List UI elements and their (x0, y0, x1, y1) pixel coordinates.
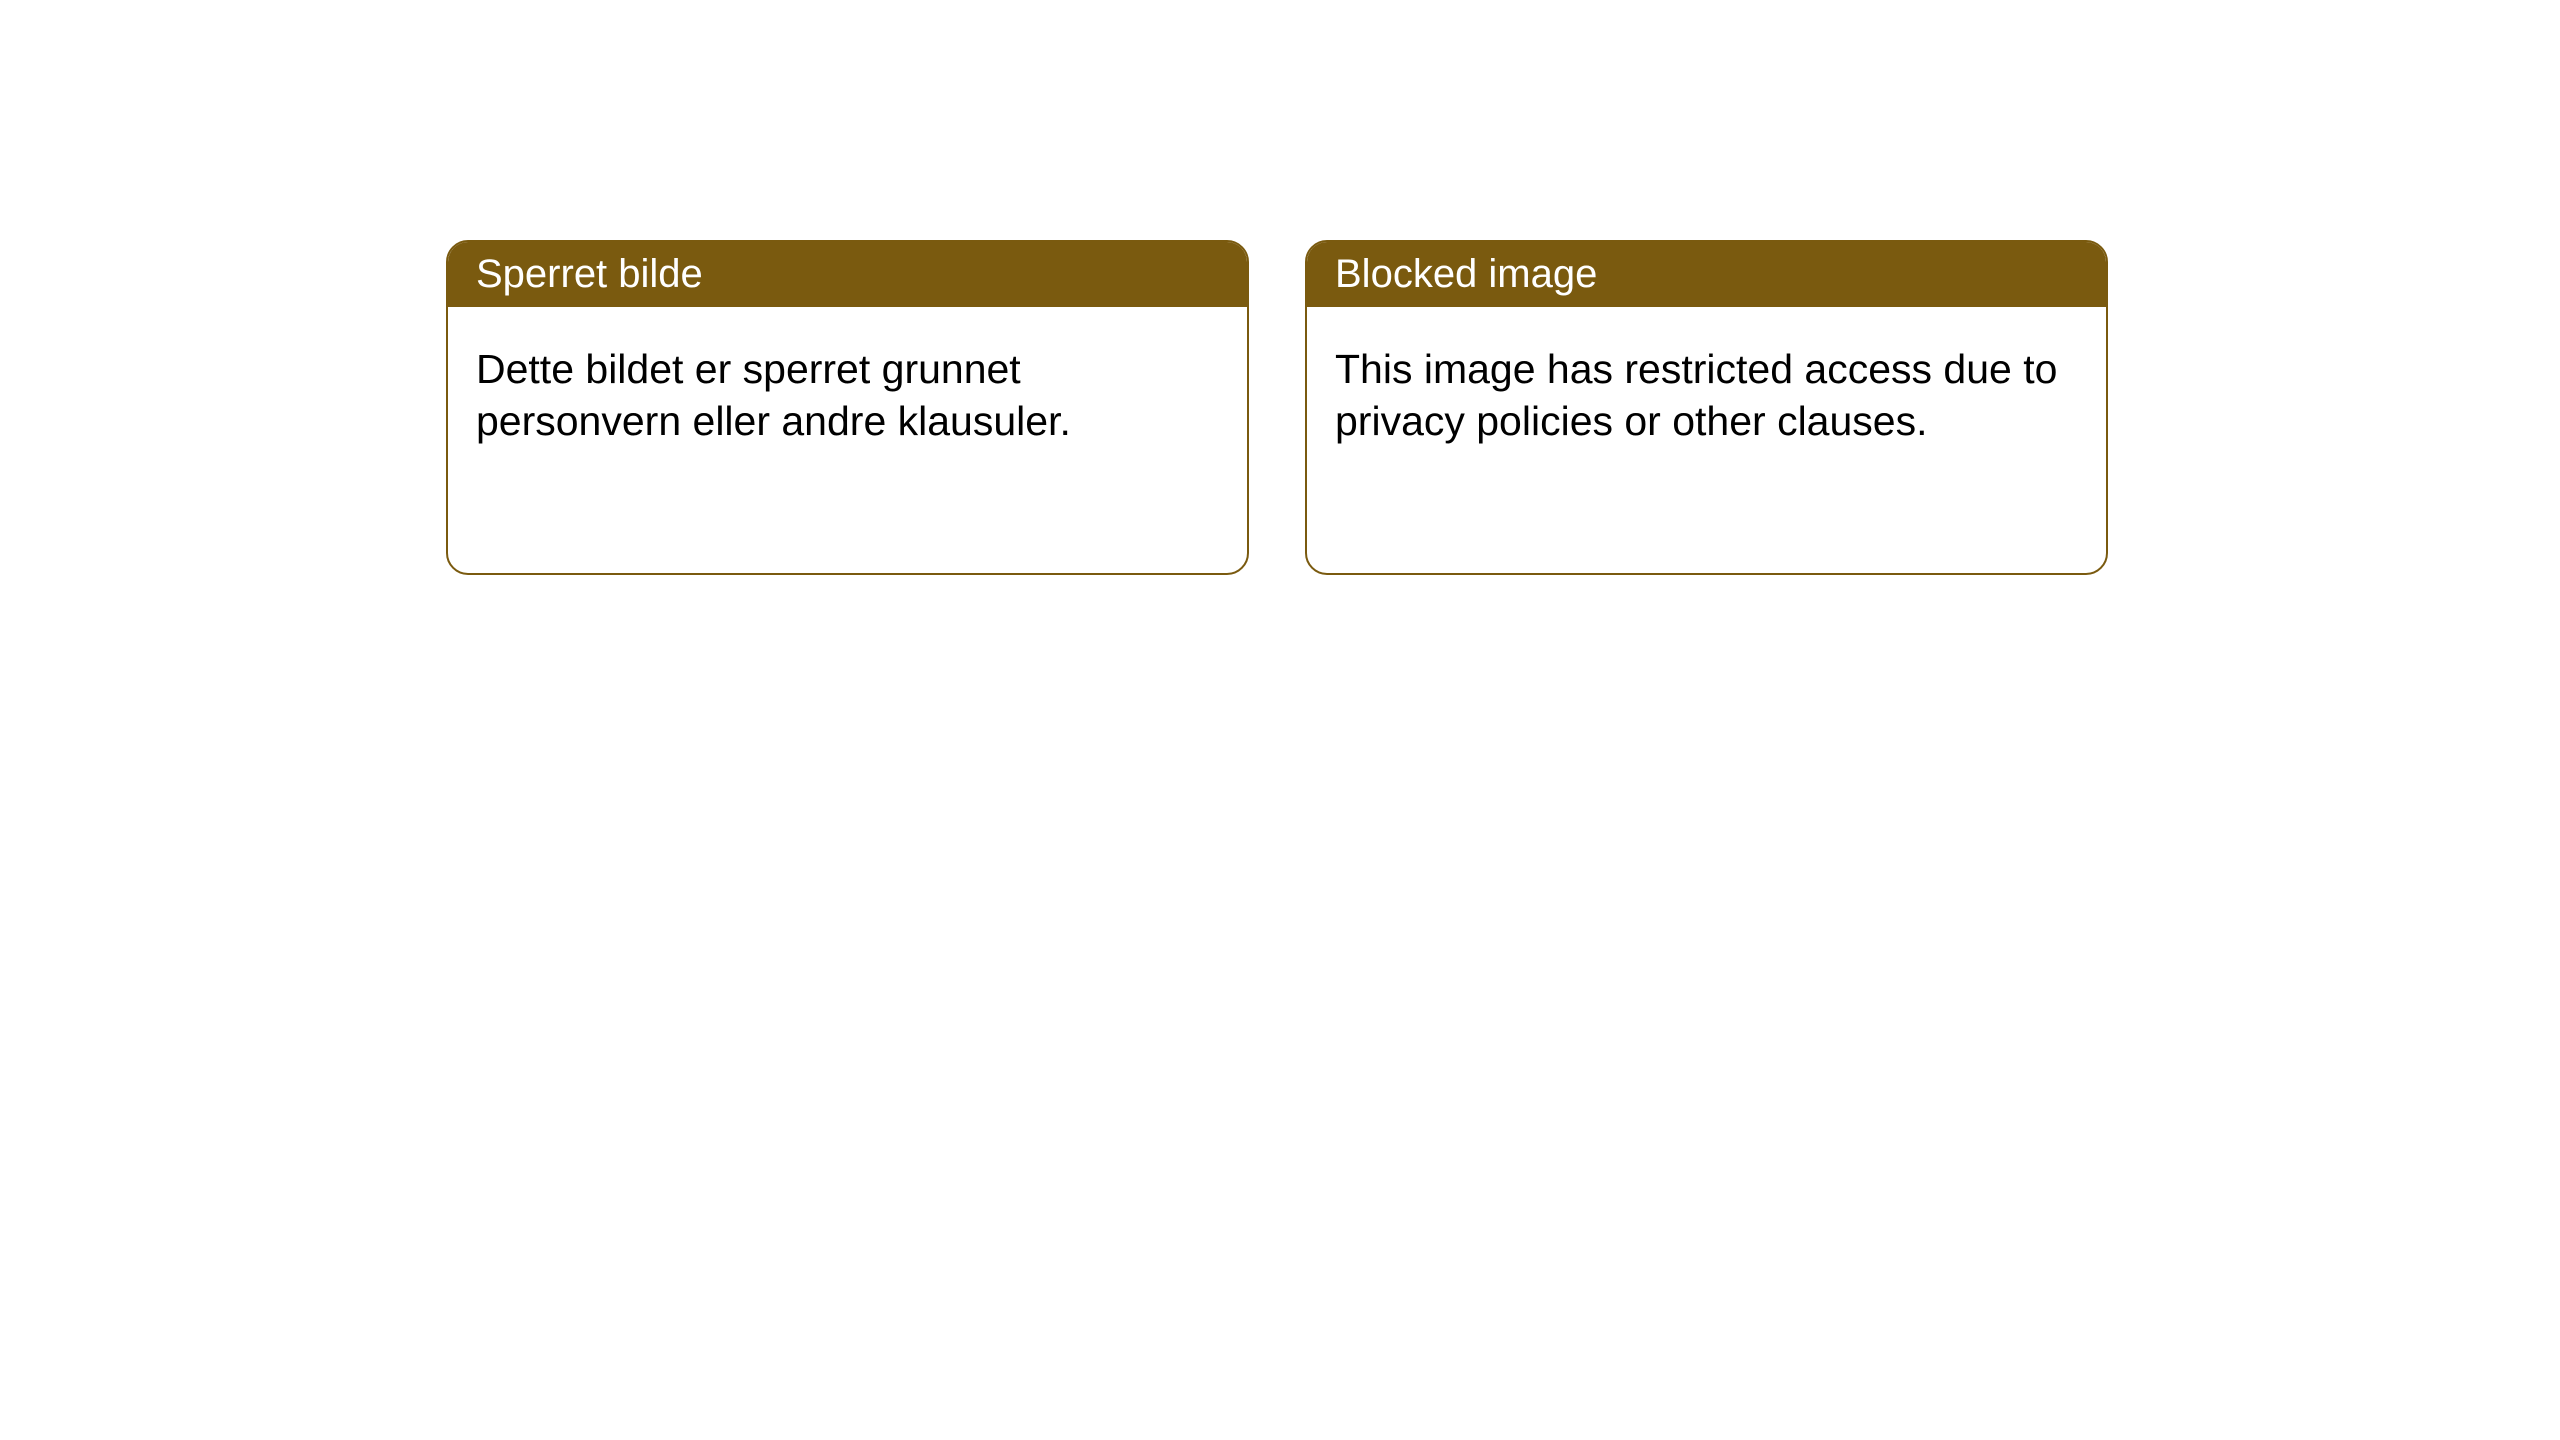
notice-card-text: This image has restricted access due to … (1335, 346, 2057, 444)
notice-card-title: Sperret bilde (476, 252, 703, 296)
notice-card-norwegian: Sperret bilde Dette bildet er sperret gr… (446, 240, 1249, 575)
notice-card-container: Sperret bilde Dette bildet er sperret gr… (446, 240, 2108, 575)
notice-card-english: Blocked image This image has restricted … (1305, 240, 2108, 575)
notice-card-header: Sperret bilde (448, 242, 1247, 307)
notice-card-body: Dette bildet er sperret grunnet personve… (448, 307, 1247, 484)
notice-card-text: Dette bildet er sperret grunnet personve… (476, 346, 1071, 444)
notice-card-body: This image has restricted access due to … (1307, 307, 2106, 484)
notice-card-header: Blocked image (1307, 242, 2106, 307)
notice-card-title: Blocked image (1335, 252, 1597, 296)
